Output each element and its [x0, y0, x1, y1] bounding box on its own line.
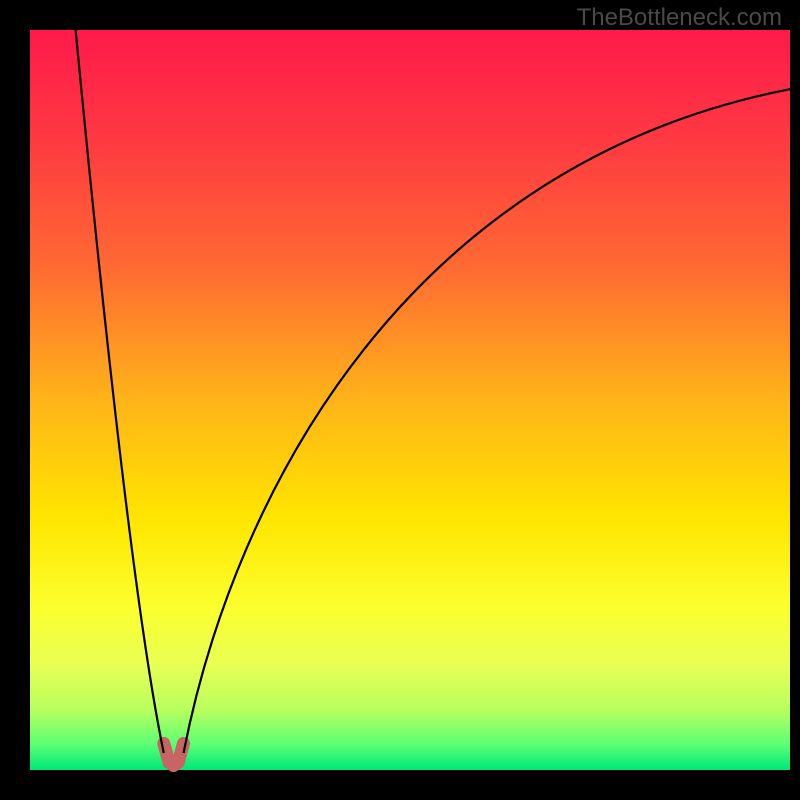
plot-area [30, 30, 790, 770]
watermark-text: TheBottleneck.com [577, 4, 782, 32]
curve-layer [30, 30, 790, 770]
chart-frame: TheBottleneck.com [0, 0, 800, 800]
minimum-marker [164, 743, 184, 765]
curve-right-branch [184, 89, 790, 753]
curve-left-branch [76, 30, 164, 753]
